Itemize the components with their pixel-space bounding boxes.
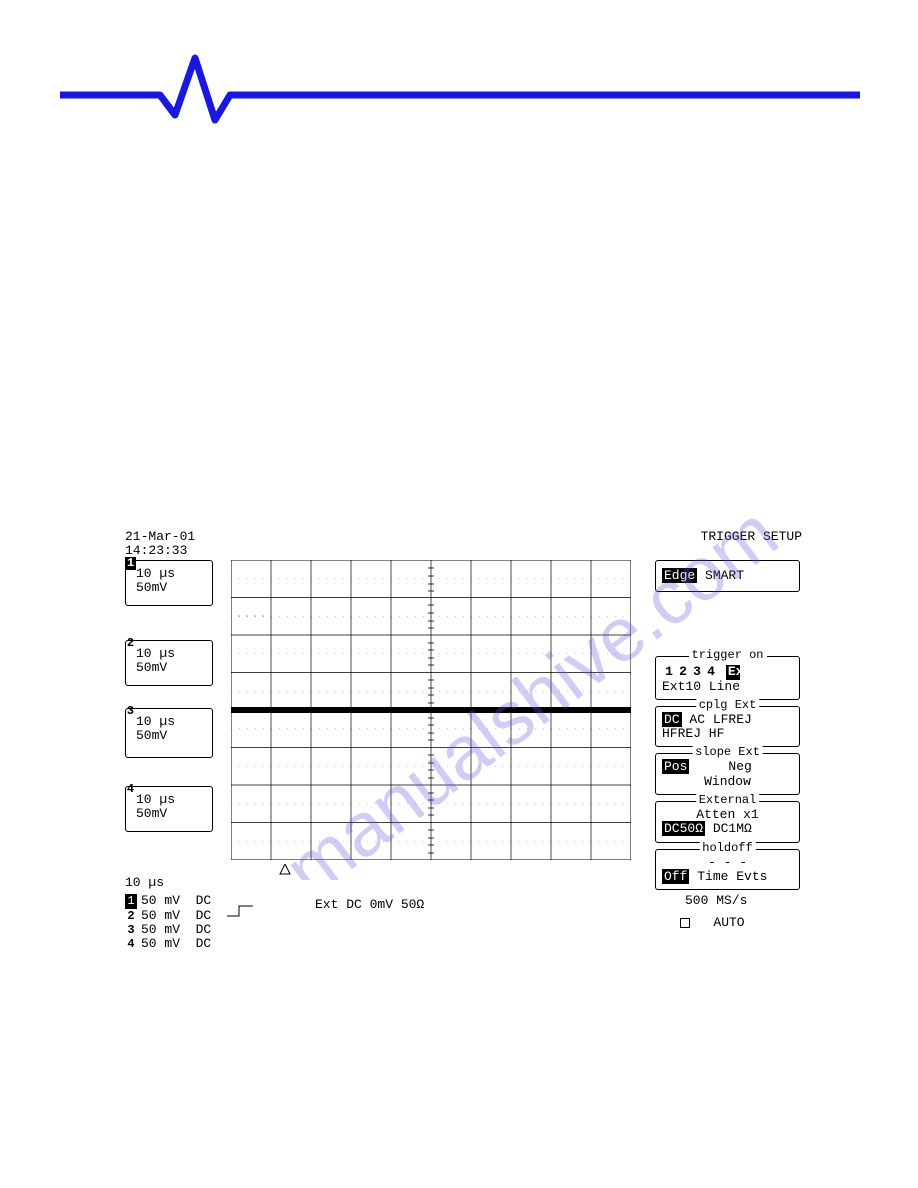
date-text: 21-Mar-01	[125, 530, 195, 544]
channel-2-timediv: 10 µs	[136, 647, 208, 661]
slope-label: slope Ext	[692, 746, 763, 759]
auto-indicator-icon	[680, 918, 690, 928]
header-wave-icon	[60, 50, 860, 130]
channel-4-voltdiv: 50mV	[136, 807, 208, 821]
auto-mode-text: AUTO	[680, 916, 745, 930]
coupling-box[interactable]: cplg Ext DC AC LFREJ HFREJ HF	[655, 706, 800, 748]
channel-2-voltdiv: 50mV	[136, 661, 208, 675]
channel-2-box[interactable]: 2 10 µs 50mV	[125, 640, 213, 686]
slope-pos[interactable]: Pos	[662, 759, 689, 774]
edge-option[interactable]: Edge	[662, 568, 697, 583]
trigger-on-4[interactable]: 4	[704, 665, 718, 679]
trigger-menu-panel: Edge SMART trigger on 1234 Ext Ext10 Lin…	[655, 560, 800, 896]
trigger-info-text: Ext DC 0mV 50Ω	[315, 898, 424, 912]
channel-4-box[interactable]: 4 10 µs 50mV	[125, 786, 213, 832]
channel-3-voltdiv: 50mV	[136, 729, 208, 743]
channel-2-label: 2	[125, 637, 136, 650]
trigger-on-box[interactable]: trigger on 1234 Ext Ext10 Line	[655, 656, 800, 700]
slope-box[interactable]: slope Ext Pos Neg Window	[655, 753, 800, 795]
channel-1-box[interactable]: 1 10 µs 50mV	[125, 560, 213, 606]
external-box[interactable]: External Atten x1 DC50Ω DC1MΩ	[655, 801, 800, 843]
sample-rate-text: 500 MS/s	[685, 894, 747, 908]
trigger-on-label: trigger on	[688, 649, 766, 662]
timestamp: 21-Mar-01 14:23:33	[125, 530, 195, 559]
timebase-label: 10 µs	[125, 876, 805, 890]
edge-step-icon	[225, 904, 255, 918]
coupling-label: cplg Ext	[696, 699, 760, 712]
channel-4-label: 4	[125, 783, 136, 796]
channel-3-box[interactable]: 3 10 µs 50mV	[125, 708, 213, 758]
trigger-on-ext[interactable]: Ext	[726, 665, 740, 679]
channel-3-label: 3	[125, 705, 136, 718]
holdoff-label: holdoff	[699, 842, 755, 855]
waveform-grid: 3	[231, 560, 631, 860]
coupling-line1[interactable]: AC LFREJ	[689, 712, 751, 727]
trigger-on-2[interactable]: 2	[676, 665, 690, 679]
coupling-dc[interactable]: DC	[662, 712, 682, 727]
trigger-on-1[interactable]: 1	[662, 665, 676, 679]
external-dc50[interactable]: DC50Ω	[662, 821, 705, 836]
slope-neg[interactable]: Neg	[728, 759, 751, 774]
bottom-ch4-row: 4 50 mV DC	[125, 937, 805, 951]
external-dc1m[interactable]: DC1MΩ	[713, 821, 752, 836]
holdoff-dashes: - - -	[662, 856, 793, 870]
trigger-position-arrow-icon	[279, 864, 291, 876]
channel-1-voltdiv: 50mV	[136, 581, 208, 595]
trigger-on-3[interactable]: 3	[690, 665, 704, 679]
channel-3-timediv: 10 µs	[136, 715, 208, 729]
trigger-on-line2: Ext10 Line	[662, 680, 793, 694]
smart-option[interactable]: SMART	[705, 568, 744, 583]
external-label: External	[696, 794, 760, 807]
channel-4-timediv: 10 µs	[136, 793, 208, 807]
coupling-line2[interactable]: HFREJ HF	[662, 727, 793, 741]
channel-1-label: 1	[125, 557, 136, 570]
screen-title: TRIGGER SETUP	[701, 530, 802, 544]
trigger-type-box[interactable]: Edge SMART	[655, 560, 800, 592]
bottom-info: 10 µs 1 50 mV DC 2 50 mV DC 3 50 mV DC 4…	[125, 876, 805, 951]
channel-1-timediv: 10 µs	[136, 567, 208, 581]
slope-window[interactable]: Window	[662, 775, 793, 789]
external-atten: Atten x1	[662, 808, 793, 822]
